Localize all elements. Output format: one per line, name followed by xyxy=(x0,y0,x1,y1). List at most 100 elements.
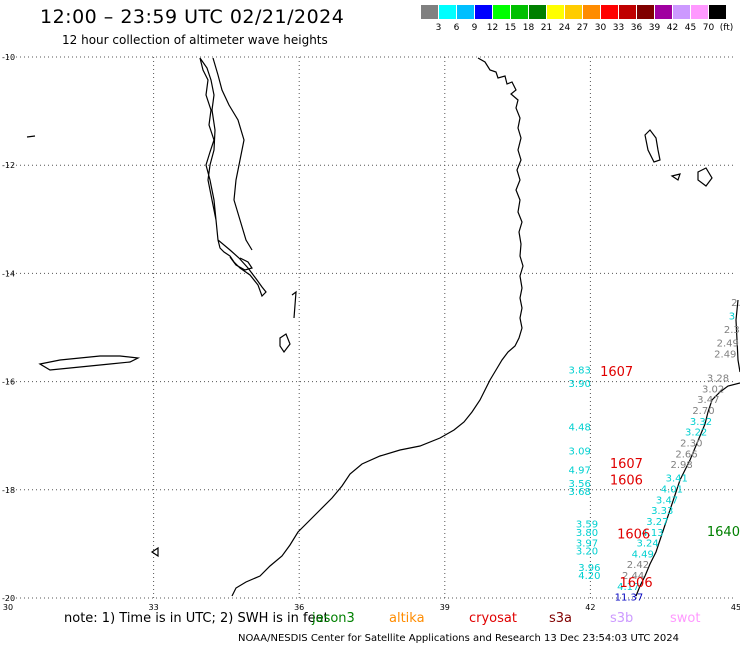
scale-swatch xyxy=(529,5,546,19)
wave-height-label: 3.09 xyxy=(569,447,591,458)
pass-time-label: 1606 xyxy=(620,576,653,591)
wave-height-label: 3.90 xyxy=(569,379,591,390)
lat-tick-label: -18 xyxy=(2,486,15,495)
pass-time-label: 1606 xyxy=(617,527,650,542)
wave-height-label: 3.27 xyxy=(646,517,668,528)
pass-time-label: 1607 xyxy=(600,365,633,380)
wave-height-label: 3.22 xyxy=(685,428,707,439)
wave-height-label: 3.20 xyxy=(576,547,598,558)
wave-height-label: 11.37 xyxy=(615,593,644,604)
wave-height-label: 3.80 xyxy=(576,528,598,539)
satellite-legend-jason3: jason3 xyxy=(312,611,355,626)
scale-swatch xyxy=(601,5,618,19)
wave-height-label: 2.70 xyxy=(692,406,714,417)
scale-swatch xyxy=(655,5,672,19)
wave-height-label: 4.17 xyxy=(617,582,639,593)
wave-height-label: 3.41 xyxy=(666,474,688,485)
scale-swatch xyxy=(691,5,708,19)
scale-swatch xyxy=(619,5,636,19)
scale-label: 21 xyxy=(540,23,553,33)
wave-height-label: 2.30 xyxy=(680,439,702,450)
comoros-grande xyxy=(644,129,661,163)
scale-label: 42 xyxy=(666,23,679,33)
comoros-anjouan xyxy=(697,167,713,187)
scale-swatch xyxy=(673,5,690,19)
scale-label: 27 xyxy=(576,23,589,33)
scale-label: (ft) xyxy=(719,23,734,33)
wave-height-label: 3 xyxy=(729,311,735,322)
scale-label: 3 xyxy=(435,23,442,33)
wave-height-label: 4.48 xyxy=(569,422,591,433)
wave-height-label: 4.97 xyxy=(569,466,591,477)
lat-tick-label: -10 xyxy=(2,53,15,62)
scale-label: 70 xyxy=(702,23,715,33)
scale-swatch xyxy=(493,5,510,19)
scale-label: 6 xyxy=(453,23,460,33)
lon-tick-label: 42 xyxy=(585,603,595,612)
scale-swatch xyxy=(709,5,726,19)
lat-tick-label: -20 xyxy=(2,594,15,603)
small-mark-1 xyxy=(291,290,297,319)
lake-malawi-east xyxy=(212,57,253,251)
mozambique-coast xyxy=(231,57,524,597)
wave-height-label: 3.97 xyxy=(576,539,598,550)
wave-height-label: 4.01 xyxy=(661,485,683,496)
scale-swatch xyxy=(583,5,600,19)
wave-height-label: 2.66 xyxy=(675,449,697,460)
scale-swatch xyxy=(511,5,528,19)
wave-height-label: 3.33 xyxy=(651,506,673,517)
wave-height-label: 2.42 xyxy=(627,560,649,571)
lake-malawi-south xyxy=(229,256,253,271)
scale-swatch xyxy=(547,5,564,19)
pass-time-label: 1640 xyxy=(707,525,740,540)
lat-lon-grid xyxy=(8,56,736,599)
satellite-legend-s3b: s3b xyxy=(610,611,634,626)
lat-tick-label: -12 xyxy=(2,161,15,170)
satellite-legend-cryosat: cryosat xyxy=(469,611,517,626)
axis-labels: 30 33 36 39 42 45 -10 -12 -14 -16 -18 -20 xyxy=(2,53,740,612)
map-subtitle: 12 hour collection of altimeter wave hei… xyxy=(62,33,328,47)
lake-malawi-outline xyxy=(199,57,267,298)
lake-shape-west xyxy=(38,355,141,371)
wave-height-label: 3.28 xyxy=(707,374,729,385)
wave-height-label: 3.32 xyxy=(690,417,712,428)
wave-height-label: 2.3 xyxy=(724,325,740,336)
wave-height-label: 3.47 xyxy=(697,395,719,406)
wave-height-label: 3.59 xyxy=(576,520,598,531)
scale-swatch xyxy=(475,5,492,19)
wave-height-labels: 3.83 3.90 4.48 3.09 4.97 3.563.68 3.593.803.97… xyxy=(569,298,740,604)
wave-height-label: 3.02 xyxy=(702,384,724,395)
scale-label: 12 xyxy=(486,23,499,33)
scale-label: 33 xyxy=(612,23,625,33)
lat-tick-label: -16 xyxy=(2,378,15,387)
coastline xyxy=(26,57,740,597)
scale-swatch xyxy=(637,5,654,19)
scale-label: 9 xyxy=(471,23,478,33)
wave-height-label: 3.56 xyxy=(569,479,591,490)
wave-height-label: 2.44 xyxy=(622,571,644,582)
lat-tick-label: -14 xyxy=(2,269,15,278)
wave-height-label: 3.68 xyxy=(569,487,591,498)
satellite-legend-altika: altika xyxy=(389,611,425,626)
satellite-legend-swot: swot xyxy=(670,611,701,626)
lon-tick-label: 36 xyxy=(294,603,304,612)
wave-height-label: 3.83 xyxy=(569,365,591,376)
wave-height-label: 4.20 xyxy=(578,571,600,582)
lon-tick-label: 39 xyxy=(440,603,450,612)
lon-tick-label: 30 xyxy=(3,603,13,612)
comoros-moheli xyxy=(670,173,681,181)
small-lake xyxy=(279,333,291,354)
madagascar-coast xyxy=(635,382,740,597)
wave-height-label: 2.49 xyxy=(717,338,739,349)
scale-label: 18 xyxy=(522,23,535,33)
scale-swatch xyxy=(457,5,474,19)
wave-height-label: 3.47 xyxy=(656,495,678,506)
credit-line: NOAA/NESDIS Center for Satellite Applica… xyxy=(238,633,680,644)
scale-label: 30 xyxy=(594,23,607,33)
scale-label: 39 xyxy=(648,23,661,33)
map-title: 12:00 – 23:59 UTC 02/21/2024 xyxy=(40,6,345,28)
wave-height-label: 4.49 xyxy=(632,549,654,560)
wave-height-label: 3.24 xyxy=(637,539,659,550)
scale-label: 24 xyxy=(558,23,571,33)
